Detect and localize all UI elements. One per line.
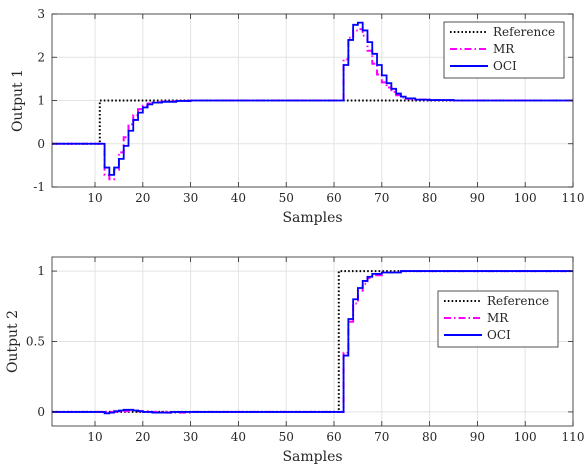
x-tick-label: 110 bbox=[562, 191, 585, 205]
legend-entry: MR bbox=[493, 42, 515, 56]
legend: Reference MR OCI bbox=[443, 21, 565, 79]
x-tick-label: 50 bbox=[279, 430, 294, 444]
series-line-oci bbox=[52, 270, 573, 415]
y-tick-label: 1 bbox=[37, 264, 45, 278]
x-tick-label: 20 bbox=[135, 430, 150, 444]
legend-entry: OCI bbox=[487, 328, 511, 342]
x-tick-label: 110 bbox=[562, 430, 585, 444]
x-tick-label: 80 bbox=[422, 191, 437, 205]
y-tick-label: 0 bbox=[37, 137, 45, 151]
y-axis-label: Output 1 bbox=[10, 69, 26, 132]
y-tick-label: 2 bbox=[37, 50, 45, 64]
x-tick-label: 60 bbox=[326, 191, 341, 205]
legend-entry: Reference bbox=[487, 294, 549, 308]
y-tick-label: 1 bbox=[37, 94, 45, 108]
x-tick-label: 50 bbox=[279, 191, 294, 205]
x-tick-label: 80 bbox=[422, 430, 437, 444]
legend-entry: MR bbox=[487, 311, 509, 325]
x-tick-label: 100 bbox=[514, 191, 537, 205]
y-tick-label: 0.5 bbox=[26, 335, 45, 349]
x-tick-label: 90 bbox=[470, 191, 485, 205]
x-tick-label: 30 bbox=[183, 191, 198, 205]
y-tick-label: 3 bbox=[37, 7, 45, 21]
x-tick-label: 10 bbox=[87, 191, 102, 205]
x-tick-label: 20 bbox=[135, 191, 150, 205]
x-tick-label: 70 bbox=[374, 430, 389, 444]
legend-box bbox=[443, 21, 565, 79]
series-line-mr bbox=[52, 28, 573, 181]
legend: Reference MR OCI bbox=[437, 290, 559, 348]
chart-1: 10 20 30 40 50 60 70 80 90 100 110 -1 0 1 2 3 Samples Out… bbox=[10, 7, 584, 226]
legend-entry: OCI bbox=[493, 59, 517, 73]
series-line-oci bbox=[52, 21, 573, 176]
x-tick-label: 10 bbox=[87, 430, 102, 444]
legend-entry: Reference bbox=[493, 25, 555, 39]
x-tick-label: 40 bbox=[231, 191, 246, 205]
chart-2: 10 20 30 40 50 60 70 80 90 100 110 0 0.5 1 Samples Outp… bbox=[5, 256, 585, 465]
x-axis-label: Samples bbox=[282, 449, 342, 465]
x-tick-label: 60 bbox=[326, 430, 341, 444]
x-tick-label: 30 bbox=[183, 430, 198, 444]
y-tick-label: 0 bbox=[37, 405, 45, 419]
x-tick-label: 70 bbox=[374, 191, 389, 205]
x-tick-label: 40 bbox=[231, 430, 246, 444]
legend-box bbox=[437, 290, 559, 348]
x-axis-label: Samples bbox=[282, 210, 342, 226]
y-tick-label: -1 bbox=[33, 180, 45, 194]
y-axis-label: Output 2 bbox=[5, 310, 21, 373]
x-tick-label: 90 bbox=[470, 430, 485, 444]
x-tick-label: 100 bbox=[514, 430, 537, 444]
